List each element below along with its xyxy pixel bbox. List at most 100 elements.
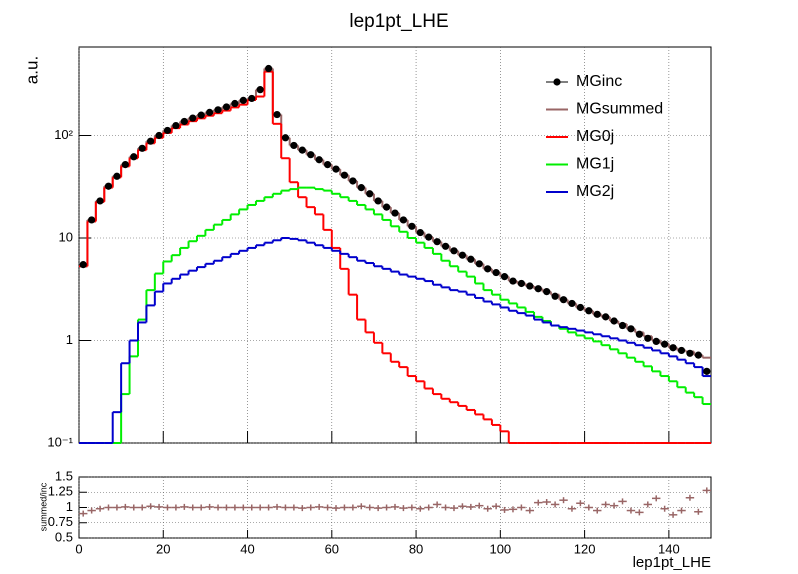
data-point — [568, 299, 576, 308]
x-tick-label: 120 — [574, 541, 596, 556]
data-point — [307, 151, 315, 159]
data-point — [349, 177, 357, 185]
y-tick-label: 10 — [59, 229, 73, 244]
data-point — [509, 277, 517, 285]
data-point — [130, 153, 138, 161]
data-point — [273, 110, 281, 119]
data-point — [88, 216, 96, 224]
data-point — [155, 131, 163, 140]
ratio-y-tick-label: 1.25 — [48, 484, 73, 499]
legend-label: MG0j — [576, 128, 614, 145]
data-point — [677, 346, 686, 355]
data-point — [323, 161, 332, 169]
legend-label: MGsummed — [576, 101, 663, 118]
data-point — [366, 190, 374, 198]
chart-title: lep1pt_LHE — [349, 11, 448, 32]
data-point — [332, 165, 340, 173]
data-point — [206, 108, 214, 116]
data-point — [484, 265, 492, 273]
x-tick-label: 60 — [325, 541, 339, 556]
data-point — [357, 184, 365, 192]
data-point — [441, 242, 450, 250]
data-point — [433, 238, 441, 246]
data-point — [256, 86, 264, 94]
data-point — [290, 141, 298, 150]
data-point — [189, 114, 197, 122]
legend-label: MGinc — [576, 73, 622, 90]
data-point — [559, 296, 568, 304]
data-point — [172, 121, 180, 130]
legend-label: MG2j — [576, 183, 614, 200]
legend-label: MG1j — [576, 156, 614, 173]
data-point — [374, 197, 382, 205]
data-point — [391, 209, 399, 217]
data-point — [416, 228, 424, 237]
data-point — [214, 106, 222, 114]
x-tick-label: 20 — [156, 541, 170, 556]
data-point — [315, 156, 323, 164]
data-point — [163, 126, 172, 135]
data-point — [517, 279, 526, 288]
data-point — [694, 351, 702, 359]
y-axis-label: a.u. — [22, 56, 41, 84]
data-point — [534, 285, 542, 293]
data-point — [408, 222, 416, 230]
data-point — [265, 64, 273, 73]
data-point — [138, 144, 146, 152]
data-point — [467, 255, 475, 263]
data-point — [450, 247, 458, 255]
x-tick-label: 40 — [240, 541, 254, 556]
data-point — [475, 260, 483, 268]
data-point — [231, 99, 239, 108]
ratio-y-tick-label: 1.5 — [55, 468, 73, 483]
x-axis-label: lep1pt_LHE — [633, 554, 711, 571]
data-point — [104, 182, 113, 190]
data-point — [113, 172, 121, 180]
data-point — [610, 317, 618, 325]
data-point — [382, 203, 391, 211]
ratio-y-tick-label: 0.5 — [55, 529, 73, 544]
data-point — [180, 117, 188, 126]
y-tick-label: 10⁻¹ — [47, 434, 73, 449]
y-tick-label: 1 — [66, 332, 73, 347]
data-point — [585, 307, 593, 315]
data-point — [602, 313, 610, 321]
data-point — [703, 367, 711, 375]
data-point — [96, 197, 104, 205]
data-point — [627, 325, 635, 333]
data-point — [661, 340, 669, 348]
x-tick-label: 140 — [658, 541, 680, 556]
data-point — [686, 349, 694, 357]
ratio-y-tick-label: 1 — [66, 499, 73, 514]
data-point — [593, 310, 601, 318]
ratio-y-axis-label: summed/inc — [38, 482, 48, 531]
ratio-y-tick-label: 0.75 — [48, 514, 73, 529]
y-tick-label: 10² — [54, 127, 73, 142]
data-point — [576, 303, 584, 312]
data-point — [618, 321, 627, 330]
data-point — [197, 111, 205, 119]
data-point — [281, 134, 290, 142]
data-point — [222, 103, 231, 111]
data-point — [492, 268, 500, 277]
data-point — [239, 96, 247, 104]
data-point — [399, 216, 408, 224]
data-point — [79, 261, 87, 269]
data-point — [425, 233, 433, 241]
data-point — [147, 137, 155, 145]
x-tick-label: 100 — [489, 541, 511, 556]
data-point — [669, 344, 677, 352]
data-point — [121, 161, 129, 169]
data-point — [298, 146, 306, 154]
x-tick-label: 0 — [75, 541, 82, 556]
data-point — [551, 292, 559, 300]
data-point — [500, 273, 509, 281]
data-point — [644, 334, 652, 342]
data-point — [248, 94, 256, 103]
data-point — [458, 251, 467, 259]
data-point — [526, 282, 534, 290]
data-point — [652, 337, 660, 345]
x-tick-label: 80 — [409, 541, 423, 556]
